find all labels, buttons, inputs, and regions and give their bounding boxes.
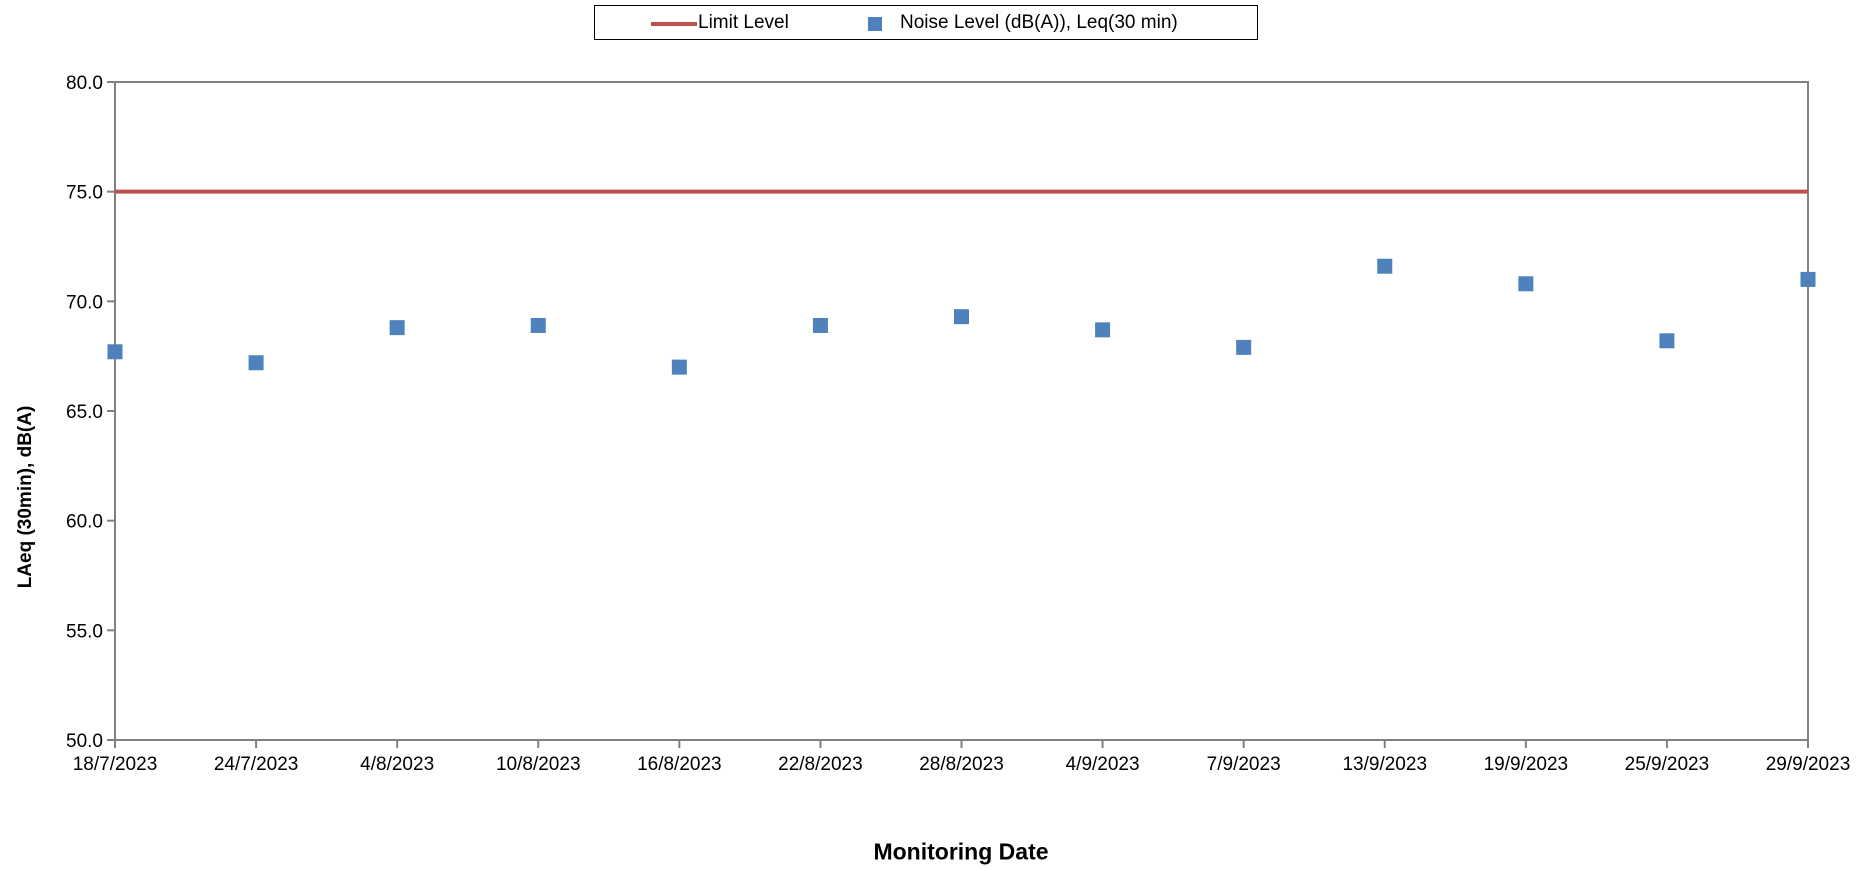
noise-level-point bbox=[671, 359, 687, 375]
noise-level-point bbox=[1518, 276, 1534, 292]
legend-noise-square-swatch bbox=[868, 17, 882, 31]
x-axis-ticks: 18/7/2023 24/7/2023 4/8/2023 10/8/2023 16/8/… bbox=[73, 740, 1851, 775]
x-tick-label: 4/9/2023 bbox=[1066, 754, 1140, 775]
y-tick-label: 55.0 bbox=[66, 621, 103, 642]
y-tick-label: 65.0 bbox=[66, 402, 103, 423]
legend-noise-label: Noise Level (dB(A)), Leq(30 min) bbox=[900, 12, 1178, 33]
x-tick-label: 28/8/2023 bbox=[919, 754, 1004, 775]
y-axis-title: LAeq (30min), dB(A) bbox=[15, 405, 36, 589]
x-tick-label: 10/8/2023 bbox=[496, 754, 581, 775]
x-tick-label: 25/9/2023 bbox=[1625, 754, 1710, 775]
x-tick-label: 7/9/2023 bbox=[1207, 754, 1281, 775]
noise-level-point bbox=[1377, 258, 1393, 274]
legend: Limit Level Noise Level (dB(A)), Leq(30 … bbox=[594, 5, 1258, 40]
x-tick-label: 18/7/2023 bbox=[73, 754, 158, 775]
noise-level-point bbox=[389, 320, 405, 336]
series-layer bbox=[107, 189, 1816, 375]
y-tick-label: 50.0 bbox=[66, 731, 103, 752]
noise-level-point bbox=[530, 317, 546, 333]
x-tick-label: 19/9/2023 bbox=[1484, 754, 1569, 775]
noise-level-point bbox=[1095, 322, 1111, 338]
plot-frame bbox=[114, 81, 1809, 741]
noise-level-point bbox=[248, 355, 264, 371]
noise-level-point bbox=[954, 309, 969, 325]
y-tick-label: 80.0 bbox=[66, 73, 103, 94]
y-tick-label: 60.0 bbox=[66, 512, 103, 533]
x-axis-title: Monitoring Date bbox=[873, 838, 1049, 865]
noise-level-point bbox=[1236, 339, 1252, 355]
noise-level-point bbox=[812, 317, 828, 333]
legend-limit-line-swatch bbox=[651, 22, 697, 26]
plot-area bbox=[114, 81, 1809, 741]
x-tick-label: 24/7/2023 bbox=[214, 754, 299, 775]
x-tick-label: 13/9/2023 bbox=[1342, 754, 1427, 775]
y-tick-label: 70.0 bbox=[66, 292, 103, 313]
x-tick-label: 16/8/2023 bbox=[637, 754, 722, 775]
noise-level-point bbox=[107, 344, 123, 360]
y-axis-ticks: 50.0 55.0 60.0 65.0 70.0 75.0 80.0 bbox=[66, 73, 115, 752]
x-tick-label: 29/9/2023 bbox=[1766, 754, 1851, 775]
x-tick-label: 4/8/2023 bbox=[360, 754, 434, 775]
y-tick-label: 75.0 bbox=[66, 183, 103, 204]
noise-level-point bbox=[1800, 271, 1816, 287]
noise-level-point bbox=[1659, 333, 1675, 349]
x-tick-label: 22/8/2023 bbox=[778, 754, 863, 775]
legend-limit-label: Limit Level bbox=[698, 12, 789, 33]
